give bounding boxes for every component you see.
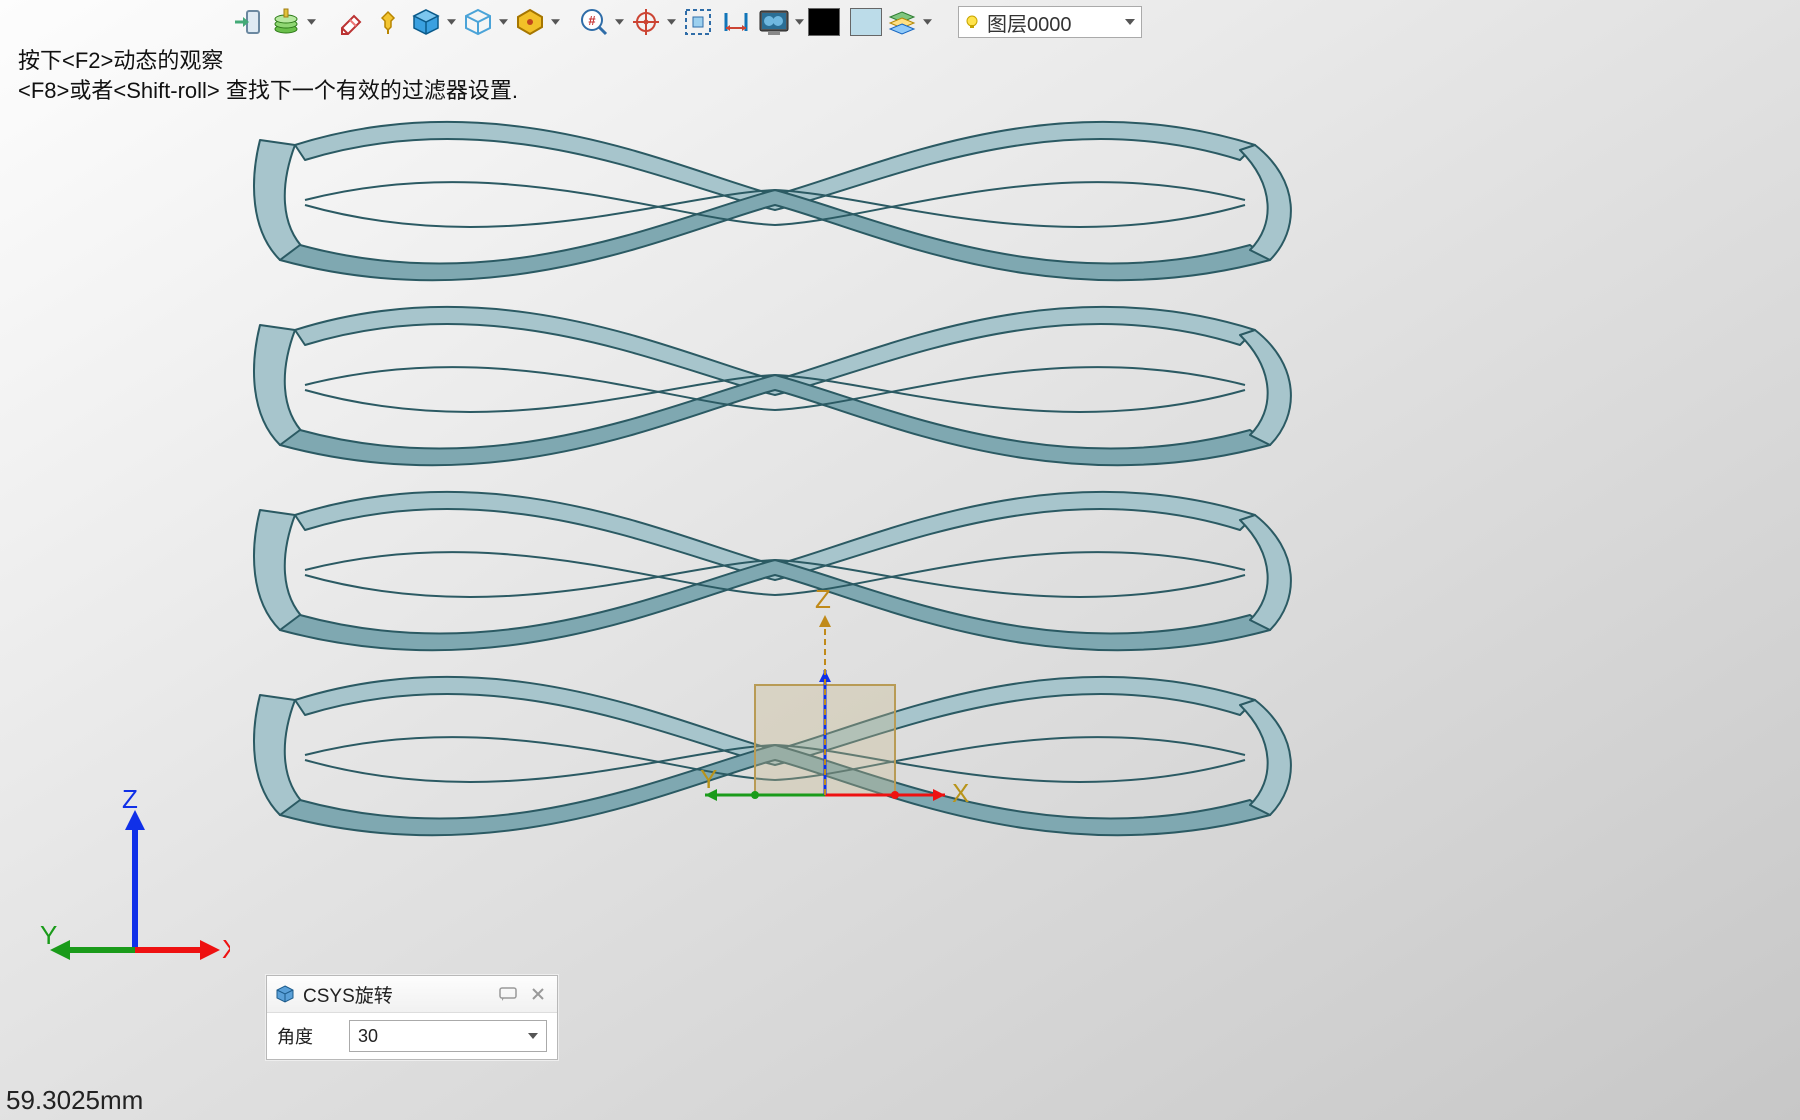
panel-titlebar[interactable]: CSYS旋转 <box>267 976 557 1013</box>
bulb-icon <box>965 15 979 29</box>
svg-text:#: # <box>588 13 596 28</box>
hint-text: 按下<F2>动态的观察 <F8>或者<Shift-roll> 查找下一个有效的过… <box>18 46 518 106</box>
hex-button[interactable] <box>512 4 548 40</box>
hint-line-2: <F8>或者<Shift-roll> 查找下一个有效的过滤器设置. <box>18 76 518 106</box>
cube-icon <box>275 984 295 1004</box>
target-dropdown[interactable] <box>664 5 678 39</box>
layer-selector[interactable]: 图层0000 <box>958 6 1142 38</box>
main-toolbar: # <box>230 2 1142 42</box>
wire-cube-dropdown[interactable] <box>496 5 510 39</box>
hash-search-button[interactable]: # <box>576 4 612 40</box>
exit-button[interactable] <box>230 4 266 40</box>
csys-y-label: Y <box>700 764 717 794</box>
pin-button[interactable] <box>370 4 406 40</box>
shaded-cube-dropdown[interactable] <box>444 5 458 39</box>
layer-selector-label: 图层0000 <box>987 8 1117 37</box>
layer-stack-dropdown[interactable] <box>920 5 934 39</box>
target-button[interactable] <box>628 4 664 40</box>
angle-value: 30 <box>358 1026 378 1047</box>
csys-x-label: X <box>952 778 969 808</box>
color-swatch-black[interactable] <box>808 8 840 36</box>
panel-comment-button[interactable] <box>497 983 519 1005</box>
color-swatch-blue[interactable] <box>850 8 882 36</box>
triad-x-label: X <box>222 934 230 964</box>
hex-dropdown[interactable] <box>548 5 562 39</box>
viewport-csys[interactable]: Y X Z <box>700 590 980 850</box>
csys-z-label: Z <box>815 590 831 614</box>
wire-cube-button[interactable] <box>460 4 496 40</box>
orientation-triad[interactable]: Z X Y <box>40 790 230 980</box>
triad-z-label: Z <box>122 790 138 814</box>
eraser-button[interactable] <box>332 4 368 40</box>
fit-view-button[interactable] <box>680 4 716 40</box>
render-dropdown[interactable] <box>792 5 806 39</box>
panel-title: CSYS旋转 <box>303 981 489 1008</box>
panel-close-button[interactable] <box>527 983 549 1005</box>
triad-y-label: Y <box>40 920 57 950</box>
chevron-down-icon <box>1125 19 1135 25</box>
hash-search-dropdown[interactable] <box>612 5 626 39</box>
angle-input[interactable]: 30 <box>349 1020 547 1052</box>
render-button[interactable] <box>756 4 792 40</box>
csys-rotate-panel: CSYS旋转 角度 30 <box>266 975 558 1060</box>
hint-line-1: 按下<F2>动态的观察 <box>18 46 518 76</box>
layers-stack-button[interactable] <box>268 4 304 40</box>
shaded-cube-button[interactable] <box>408 4 444 40</box>
chevron-down-icon <box>528 1033 538 1039</box>
measure-button[interactable] <box>718 4 754 40</box>
status-measurement: 59.3025mm <box>6 1085 143 1116</box>
layer-stack-icon[interactable] <box>884 4 920 40</box>
layers-stack-dropdown[interactable] <box>304 5 318 39</box>
angle-label: 角度 <box>277 1023 337 1049</box>
